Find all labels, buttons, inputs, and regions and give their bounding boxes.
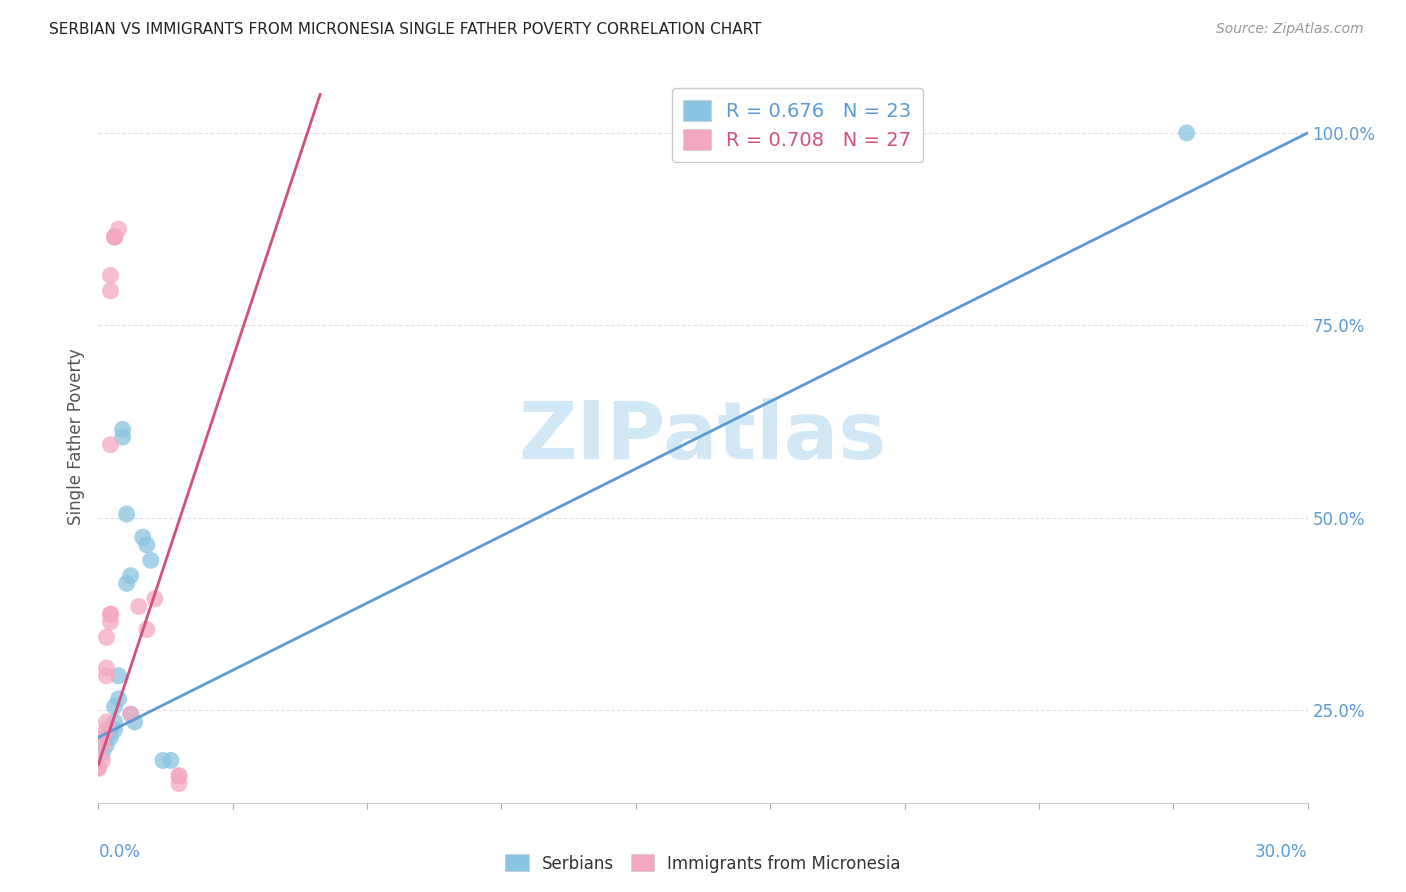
Point bbox=[96, 714, 118, 729]
Point bbox=[135, 623, 157, 637]
Point bbox=[167, 776, 190, 790]
Point bbox=[167, 769, 190, 783]
Point bbox=[100, 607, 122, 622]
Point bbox=[107, 222, 129, 236]
Text: 30.0%: 30.0% bbox=[1256, 843, 1308, 861]
Point bbox=[96, 630, 118, 644]
Point bbox=[124, 714, 146, 729]
Point bbox=[103, 714, 125, 729]
Point bbox=[96, 723, 118, 737]
Point bbox=[91, 738, 114, 752]
Point bbox=[120, 568, 142, 582]
Point bbox=[96, 731, 118, 745]
Point bbox=[120, 707, 142, 722]
Point bbox=[103, 699, 125, 714]
Point bbox=[167, 769, 190, 783]
Point bbox=[115, 507, 138, 521]
Point bbox=[100, 607, 122, 622]
Point bbox=[107, 669, 129, 683]
Point bbox=[143, 591, 166, 606]
Point bbox=[111, 422, 134, 436]
Point bbox=[96, 738, 118, 752]
Point bbox=[91, 746, 114, 760]
Point bbox=[87, 761, 110, 775]
Point bbox=[1175, 126, 1198, 140]
Legend: R = 0.676   N = 23, R = 0.708   N = 27: R = 0.676 N = 23, R = 0.708 N = 27 bbox=[672, 88, 922, 161]
Point bbox=[100, 723, 122, 737]
Legend: Serbians, Immigrants from Micronesia: Serbians, Immigrants from Micronesia bbox=[499, 847, 907, 880]
Text: Source: ZipAtlas.com: Source: ZipAtlas.com bbox=[1216, 22, 1364, 37]
Point bbox=[103, 230, 125, 244]
Point bbox=[103, 230, 125, 244]
Point bbox=[107, 691, 129, 706]
Point bbox=[115, 576, 138, 591]
Point bbox=[100, 615, 122, 629]
Point bbox=[135, 538, 157, 552]
Text: ZIPatlas: ZIPatlas bbox=[519, 398, 887, 476]
Text: 0.0%: 0.0% bbox=[98, 843, 141, 861]
Point bbox=[87, 761, 110, 775]
Point bbox=[91, 754, 114, 768]
Point bbox=[100, 268, 122, 283]
Point bbox=[132, 530, 155, 544]
Point bbox=[96, 669, 118, 683]
Point bbox=[111, 430, 134, 444]
Point bbox=[100, 284, 122, 298]
Point bbox=[91, 731, 114, 745]
Point bbox=[152, 754, 174, 768]
Text: SERBIAN VS IMMIGRANTS FROM MICRONESIA SINGLE FATHER POVERTY CORRELATION CHART: SERBIAN VS IMMIGRANTS FROM MICRONESIA SI… bbox=[49, 22, 762, 37]
Point bbox=[100, 438, 122, 452]
Point bbox=[120, 707, 142, 722]
Point bbox=[103, 230, 125, 244]
Point bbox=[103, 723, 125, 737]
Point bbox=[160, 754, 183, 768]
Point bbox=[139, 553, 162, 567]
Point bbox=[96, 661, 118, 675]
Y-axis label: Single Father Poverty: Single Father Poverty bbox=[66, 349, 84, 525]
Point bbox=[128, 599, 150, 614]
Point bbox=[100, 731, 122, 745]
